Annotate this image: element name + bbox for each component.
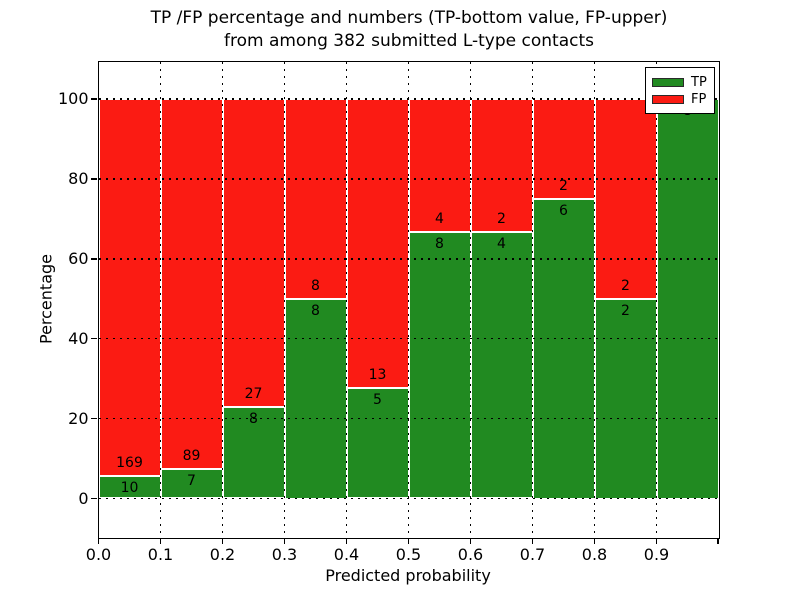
plot-area: 169108972788813548242622080204060801000.… — [58, 60, 720, 564]
bar-tp-segment — [160, 469, 223, 499]
tp-count-label: 8 — [435, 236, 444, 253]
tp-count-label: 7 — [187, 473, 196, 490]
y-tick-mark — [91, 337, 97, 340]
tp-count-label: 8 — [249, 411, 258, 428]
x-tick-label: 0.0 — [85, 544, 112, 564]
chart-title-line1: TP /FP percentage and numbers (TP-bottom… — [150, 8, 668, 28]
bar-tp-segment — [656, 99, 719, 499]
y-tick-label: 20 — [68, 408, 89, 428]
legend-item-label: TP — [691, 75, 707, 90]
bar-fp-segment — [222, 99, 285, 408]
legend-item: FP — [652, 91, 708, 108]
tp-count-label: 5 — [373, 391, 382, 408]
bar-fp-segment — [346, 99, 409, 388]
bar-tp-segment — [408, 232, 471, 499]
fp-count-label: 89 — [182, 448, 201, 465]
tp-count-label: 2 — [621, 302, 630, 319]
tp-count-label: 4 — [497, 236, 506, 253]
x-tick-mark — [469, 537, 472, 544]
x-tick-mark — [283, 537, 286, 544]
bar-tp-segment — [470, 232, 533, 499]
x-tick-mark — [221, 537, 224, 544]
x-gridline — [283, 61, 286, 538]
fp-count-label: 2 — [621, 277, 630, 294]
fp-count-label: 13 — [368, 366, 387, 383]
fp-legend-swatch — [652, 95, 684, 104]
x-tick-label: 0.8 — [581, 544, 608, 564]
tp-count-label: 6 — [559, 202, 568, 219]
x-gridline — [345, 61, 348, 538]
chart-title: TP /FP percentage and numbers (TP-bottom… — [9, 7, 800, 53]
fp-count-label: 2 — [559, 177, 568, 194]
fp-count-label: 169 — [116, 455, 143, 472]
x-tick-mark — [717, 537, 719, 544]
tp-count-label: 8 — [311, 302, 320, 319]
x-tick-mark — [655, 537, 658, 544]
fp-count-label: 2 — [497, 211, 506, 228]
x-axis-label: Predicted probability — [325, 566, 491, 585]
x-gridline — [221, 61, 224, 538]
x-tick-mark — [159, 537, 162, 544]
bar-tp-segment — [594, 298, 657, 499]
fp-count-label: 27 — [244, 386, 263, 403]
x-gridline — [531, 61, 534, 538]
x-tick-label: 0.9 — [643, 544, 670, 564]
x-gridline — [655, 61, 658, 538]
bar-tp-segment — [284, 298, 347, 499]
bar-fp-segment — [98, 99, 161, 477]
x-tick-mark — [97, 537, 100, 544]
x-tick-mark — [531, 537, 534, 544]
x-gridline — [159, 61, 162, 538]
fp-count-label: 4 — [435, 211, 444, 228]
y-tick-label: 60 — [68, 248, 89, 268]
y-tick-mark — [91, 98, 97, 100]
fp-count-label: 8 — [311, 277, 320, 294]
bar-fp-segment — [284, 99, 347, 299]
x-gridline — [593, 61, 596, 538]
y-tick-mark — [91, 417, 97, 420]
bar-tp-segment — [346, 387, 409, 499]
tp-legend-swatch — [652, 78, 684, 87]
x-tick-label: 0.2 — [209, 544, 236, 564]
x-tick-mark — [345, 537, 348, 544]
x-tick-mark — [593, 537, 596, 544]
y-tick-mark — [91, 258, 97, 260]
chart-title-line2: from among 382 submitted L-type contacts — [223, 31, 594, 51]
x-gridline — [469, 61, 472, 538]
y-tick-label: 80 — [68, 168, 89, 188]
tp-count-label: 10 — [120, 480, 139, 497]
x-tick-label: 0.5 — [395, 544, 422, 564]
y-tick-mark — [91, 497, 97, 500]
legend-item: TP — [652, 74, 708, 91]
y-tick-mark — [91, 178, 97, 180]
y-tick-label: 100 — [57, 89, 89, 108]
y-tick-label: 40 — [68, 328, 89, 348]
x-tick-label: 0.1 — [147, 544, 174, 564]
y-tick-label: 0 — [78, 488, 89, 508]
legend-item-label: FP — [691, 92, 707, 107]
bar-fp-segment — [594, 99, 657, 299]
x-tick-label: 0.7 — [519, 544, 546, 564]
bar-fp-segment — [160, 99, 223, 470]
bar-tp-segment — [532, 198, 595, 499]
x-gridline — [407, 61, 410, 538]
x-tick-label: 0.6 — [457, 544, 484, 564]
x-tick-label: 0.4 — [333, 544, 360, 564]
x-tick-label: 0.3 — [271, 544, 298, 564]
x-tick-mark — [407, 537, 410, 544]
legend: TP FP — [645, 67, 715, 114]
